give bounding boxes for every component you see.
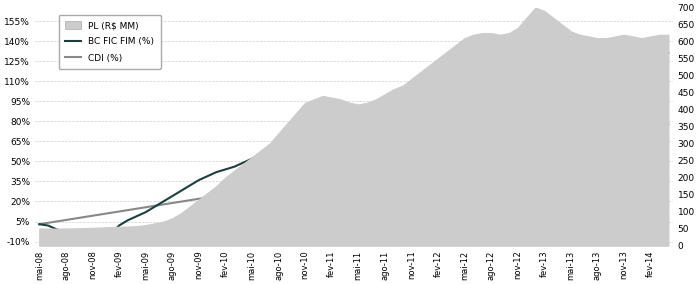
Legend: PL (R$ MM), BC FIC FIM (%), CDI (%): PL (R$ MM), BC FIC FIM (%), CDI (%) [59, 14, 161, 69]
